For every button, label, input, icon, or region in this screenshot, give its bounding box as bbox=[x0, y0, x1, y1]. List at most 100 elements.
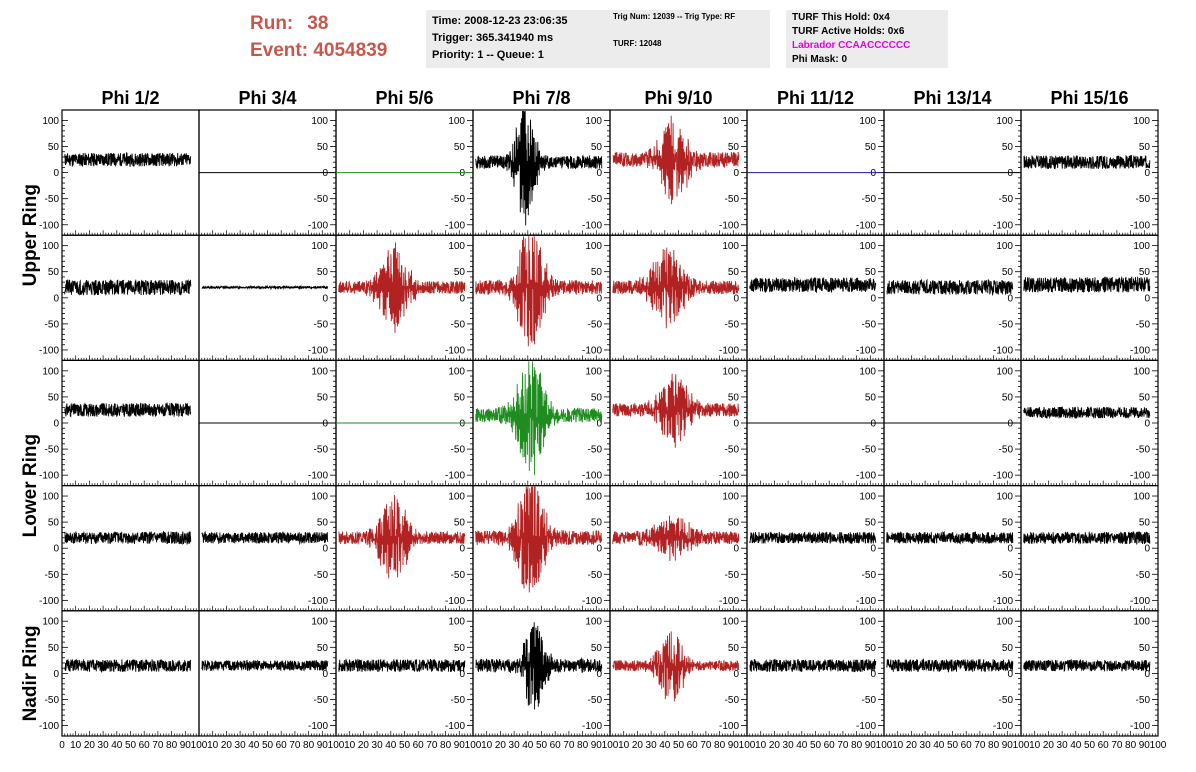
x-tick-label: 20 bbox=[358, 740, 370, 751]
panel-r3-c1-ylabel: 100 bbox=[42, 366, 59, 377]
panel-r1-c5-ylabel: 100 bbox=[722, 116, 739, 127]
trig-num-text: Trig Num: 12039 -- Trig Type: RF bbox=[613, 12, 736, 21]
x-tick-label: 40 bbox=[659, 740, 671, 751]
panel-r1-c3-ylabel: 50 bbox=[454, 142, 466, 153]
panel-r3-c4-ylabel: 100 bbox=[585, 366, 602, 377]
panel-r2-c1-ylabel: -50 bbox=[45, 319, 60, 330]
panel-r5-c2-ylabel: 50 bbox=[317, 643, 329, 654]
panel-r5-c1-waveform bbox=[64, 658, 192, 674]
event-label: Event: bbox=[250, 40, 309, 61]
panel-r5-c8-waveform bbox=[1023, 658, 1151, 673]
phi-mask-text: Phi Mask: 0 bbox=[792, 54, 848, 65]
panel-r5-c5-ylabel: -100 bbox=[719, 721, 739, 732]
panel-r4-c1-ylabel: -100 bbox=[39, 596, 59, 607]
x-tick-label: 70 bbox=[700, 740, 712, 751]
x-tick-label: 40 bbox=[1070, 740, 1082, 751]
x-tick-label: 20 bbox=[84, 740, 96, 751]
panel-r3-c8-ylabel: -100 bbox=[1130, 471, 1150, 482]
panel-r3-c6-ylabel: -50 bbox=[862, 445, 877, 456]
ring-label-2: Lower Ring bbox=[20, 434, 41, 537]
panel-r4-c3-ylabel: 0 bbox=[459, 544, 465, 555]
panel-r4-c2-ylabel: 0 bbox=[322, 544, 328, 555]
column-label-6: Phi 11/12 bbox=[777, 88, 854, 108]
panel-r3-c8-ylabel: 0 bbox=[1144, 419, 1150, 430]
ring-label-3: Nadir Ring bbox=[20, 625, 41, 721]
panel-r2-c5-ylabel: 100 bbox=[722, 241, 739, 252]
panel-r5-c6-waveform bbox=[749, 658, 877, 673]
panel-r3-c8-ylabel: 100 bbox=[1133, 366, 1150, 377]
x-tick-label: 30 bbox=[646, 740, 658, 751]
panel-r5-c5-ylabel: 100 bbox=[722, 617, 739, 628]
x-tick-label: 10 bbox=[70, 740, 82, 751]
panel-r3-c3-ylabel: -50 bbox=[451, 445, 466, 456]
panel-r1-c4-frame bbox=[472, 109, 611, 236]
ring-label-1: Upper Ring bbox=[20, 184, 41, 286]
panel-r5-c4-ylabel: 0 bbox=[596, 669, 602, 680]
x-tick-label: 10 bbox=[344, 740, 356, 751]
panel-r1-c5-ylabel: -50 bbox=[725, 194, 740, 205]
panel-r2-c6-ylabel: -100 bbox=[856, 345, 876, 356]
x-tick-label: 80 bbox=[988, 740, 1000, 751]
x-tick-label: 100 bbox=[739, 740, 756, 751]
panel-r5-c5-ylabel: 50 bbox=[728, 643, 740, 654]
panel-r4-c8-ylabel: -100 bbox=[1130, 596, 1150, 607]
panel-r2-c4-ylabel: -50 bbox=[588, 319, 603, 330]
panel-r3-c3-ylabel: -100 bbox=[445, 471, 465, 482]
x-tick-label: 50 bbox=[125, 740, 137, 751]
panel-r4-c5-frame bbox=[609, 485, 748, 612]
panel-r3-c1-ylabel: 50 bbox=[48, 392, 60, 403]
panel-r3-c7-ylabel: 0 bbox=[1007, 419, 1013, 430]
x-tick-label: 70 bbox=[289, 740, 301, 751]
x-tick-label: 90 bbox=[180, 740, 192, 751]
panel-r2-c8-ylabel: -100 bbox=[1130, 345, 1150, 356]
panel-r2-c2-waveform bbox=[201, 284, 329, 291]
run-value: 38 bbox=[307, 13, 329, 34]
panel-r1-c7-ylabel: -50 bbox=[999, 194, 1014, 205]
panel-r1-c5-ylabel: 0 bbox=[733, 168, 739, 179]
x-tick-label: 30 bbox=[920, 740, 932, 751]
panel-r5-c6-frame bbox=[746, 610, 885, 737]
x-tick-label: 90 bbox=[1139, 740, 1151, 751]
panel-r3-c4-ylabel: 0 bbox=[596, 419, 602, 430]
panel-r5-c4-ylabel: 100 bbox=[585, 617, 602, 628]
x-tick-label: 10 bbox=[892, 740, 904, 751]
panel-r1-c4-ylabel: -50 bbox=[588, 194, 603, 205]
turf-hold-text: TURF This Hold: 0x4 bbox=[792, 12, 890, 23]
panel-r5-c8-ylabel: -50 bbox=[1136, 695, 1151, 706]
panel-r5-c7-ylabel: -100 bbox=[993, 721, 1013, 732]
x-tick-label: 10 bbox=[1029, 740, 1041, 751]
panel-r3-c2-ylabel: 100 bbox=[311, 366, 328, 377]
x-tick-label: 20 bbox=[495, 740, 507, 751]
panel-r4-c2-ylabel: 50 bbox=[317, 518, 329, 529]
x-tick-label: 30 bbox=[1057, 740, 1069, 751]
panel-r2-c6-frame bbox=[746, 234, 885, 361]
panel-r4-c6-ylabel: 50 bbox=[865, 518, 877, 529]
panel-r4-c2-frame bbox=[198, 485, 337, 612]
panel-r1-c2-ylabel: -100 bbox=[308, 220, 328, 231]
panel-r5-c3-ylabel: 100 bbox=[448, 617, 465, 628]
panel-r4-c5-ylabel: 0 bbox=[733, 544, 739, 555]
panel-r2-c3-ylabel: 50 bbox=[454, 267, 466, 278]
panel-r2-c1-frame bbox=[61, 234, 200, 361]
x-tick-label: 10 bbox=[481, 740, 493, 751]
panel-r4-c7-ylabel: 0 bbox=[1007, 544, 1013, 555]
panel-r2-c7-ylabel: 0 bbox=[1007, 293, 1013, 304]
x-tick-label: 80 bbox=[440, 740, 452, 751]
turf-num-text: TURF: 12048 bbox=[613, 39, 662, 48]
panel-r2-c6-ylabel: -50 bbox=[862, 319, 877, 330]
panel-r4-c4-ylabel: 50 bbox=[591, 518, 603, 529]
x-tick-label: 70 bbox=[563, 740, 575, 751]
panel-r2-c3-ylabel: -100 bbox=[445, 345, 465, 356]
panel-r2-c2-ylabel: 50 bbox=[317, 267, 329, 278]
panel-r3-c3-ylabel: 100 bbox=[448, 366, 465, 377]
x-tick-label: 40 bbox=[248, 740, 260, 751]
panel-r4-c5-ylabel: 100 bbox=[722, 492, 739, 503]
panel-r2-c1-ylabel: 0 bbox=[53, 293, 59, 304]
panel-r1-c3-ylabel: 0 bbox=[459, 168, 465, 179]
x-tick-label: 70 bbox=[426, 740, 438, 751]
panel-r2-c3-ylabel: -50 bbox=[451, 319, 466, 330]
panel-r4-c2-ylabel: -100 bbox=[308, 596, 328, 607]
panel-r3-c5-ylabel: -50 bbox=[725, 445, 740, 456]
panel-r2-c4-ylabel: 100 bbox=[585, 241, 602, 252]
panel-r5-c6-ylabel: 0 bbox=[870, 669, 876, 680]
